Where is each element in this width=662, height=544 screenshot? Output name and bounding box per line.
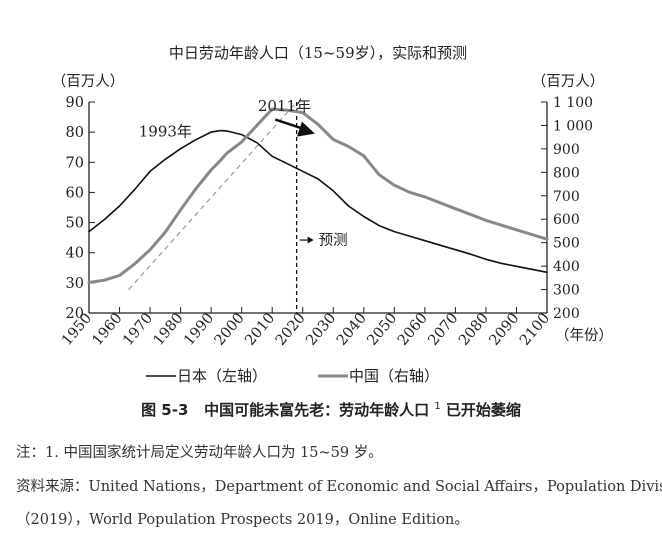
x-axis-tick-label: 1980	[151, 310, 187, 349]
source-note: 资料来源：United Nations，Department of Econom…	[16, 479, 662, 495]
figure-number: 图 5-3	[141, 401, 189, 419]
legend-label-china: 中国（右轴）	[349, 367, 439, 385]
figure-caption: 图 5-3 中国可能未富先老：劳动年龄人口 1 已开始萎缩	[0, 399, 662, 420]
right-axis-tick-label: 1 100	[553, 95, 593, 111]
trend-line	[128, 101, 298, 290]
x-axis-tick-label: 2070	[425, 310, 461, 349]
x-axis-tick-label: 1950	[59, 310, 95, 349]
right-axis-tick-label: 900	[553, 142, 580, 158]
x-axis-tick-label: 2020	[273, 310, 309, 349]
figure-caption-suffix: 已开始萎缩	[445, 401, 521, 419]
source-note-continued: （2019），World Population Prospects 2019，O…	[16, 512, 469, 528]
x-axis-tick-label: 2000	[212, 310, 248, 349]
right-axis-tick-label: 700	[553, 189, 580, 205]
footnote-marker: 1	[434, 401, 441, 412]
left-axis-tick-label: 60	[66, 185, 84, 201]
right-axis-tick-label: 600	[553, 212, 580, 228]
right-axis-tick-label: 200	[553, 306, 580, 322]
decline-arrow-head	[296, 121, 315, 137]
right-axis-label: （百万人）	[532, 73, 605, 90]
right-axis-tick-label: 300	[553, 283, 580, 299]
left-axis-tick-label: 80	[66, 125, 84, 141]
left-axis-tick-label: 70	[66, 155, 84, 171]
annotation-forecast: 预测	[319, 232, 348, 249]
x-axis-tick-label: 2060	[395, 310, 431, 349]
right-axis-tick-label: 1 000	[553, 118, 593, 134]
japan-series-line	[88, 129, 548, 274]
legend-label-japan: 日本（左轴）	[177, 367, 267, 385]
dual-axis-line-chart: 中日劳动年龄人口（15~59岁），实际和预测 （百万人） （百万人） （年份） …	[52, 44, 613, 385]
footnote: 注：1. 中国国家统计局定义劳动年龄人口为 15~59 岁。	[16, 445, 383, 461]
left-axis-tick-label: 20	[66, 306, 84, 322]
left-axis-tick-label: 50	[66, 216, 84, 232]
left-axis-tick-label: 30	[66, 276, 84, 292]
x-axis-tick-label: 2100	[517, 310, 553, 349]
x-axis-tick-label: 1960	[90, 310, 126, 349]
china-series-line	[87, 107, 549, 284]
forecast-arrow-head	[307, 236, 314, 244]
left-axis-label: （百万人）	[52, 73, 125, 90]
chart-title: 中日劳动年龄人口（15~59岁），实际和预测	[169, 44, 467, 62]
x-axis-tick-label: 2090	[487, 310, 523, 349]
right-axis-tick-label: 500	[553, 236, 580, 252]
x-axis-tick-label: 1990	[181, 310, 217, 349]
figure-caption-text: 中国可能未富先老：劳动年龄人口	[204, 401, 430, 419]
annotation-2011: 2011年	[258, 97, 311, 115]
left-axis-tick-label: 90	[66, 95, 84, 111]
right-axis-tick-label: 800	[553, 165, 580, 181]
annotation-1993: 1993年	[139, 123, 192, 141]
x-axis-tick-label: 1970	[120, 310, 156, 349]
x-axis-tick-label: 2030	[303, 310, 339, 349]
x-unit-label: （年份）	[555, 327, 613, 344]
x-axis-tick-label: 2050	[364, 310, 400, 349]
x-axis-tick-label: 2080	[456, 310, 492, 349]
x-axis-tick-label: 2010	[242, 310, 278, 349]
left-axis-tick-label: 40	[66, 246, 84, 262]
x-axis-tick-label: 2040	[334, 310, 370, 349]
right-axis-tick-label: 400	[553, 259, 580, 275]
